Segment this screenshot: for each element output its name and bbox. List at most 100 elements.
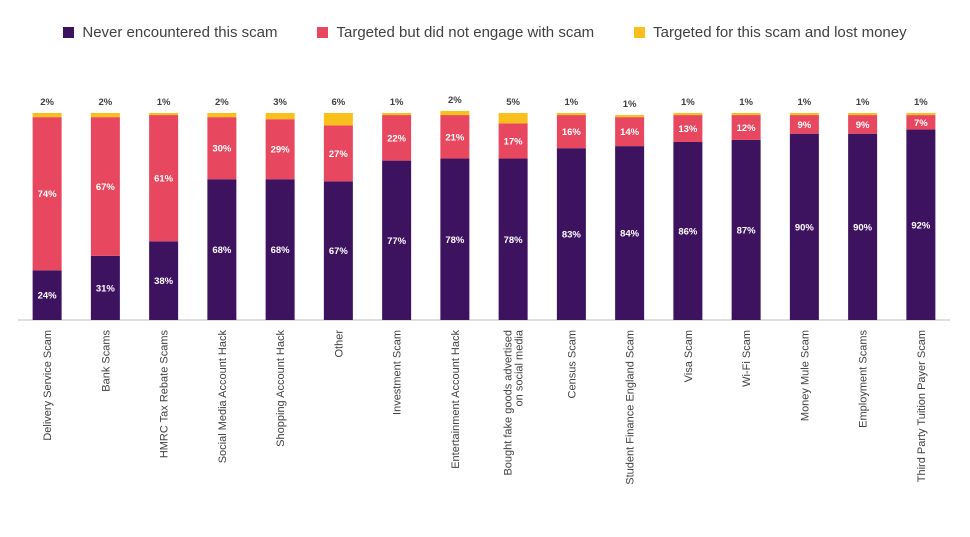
data-label: 1% bbox=[914, 97, 928, 108]
x-tick-label-line: Shopping Account Hack bbox=[275, 330, 287, 447]
x-tick-label: Social Media Account Hack bbox=[217, 330, 229, 464]
data-label: 90% bbox=[795, 222, 815, 233]
legend-item-lost-money: Targeted for this scam and lost money bbox=[634, 24, 907, 41]
x-tick-label-line: Employment Scams bbox=[858, 330, 870, 428]
data-label: 1% bbox=[623, 99, 637, 110]
bar-segment bbox=[265, 179, 295, 320]
data-label: 9% bbox=[798, 120, 812, 131]
bar-segment bbox=[149, 115, 179, 242]
x-tick-label: Other bbox=[333, 330, 345, 358]
bar-segment bbox=[265, 113, 295, 120]
x-tick-label-line: Entertainment Account Hack bbox=[450, 330, 462, 469]
data-label: 78% bbox=[445, 235, 465, 246]
bar-segment bbox=[32, 270, 62, 320]
legend: Never encountered this scam Targeted but… bbox=[0, 24, 970, 41]
x-tick-label-line: Investment Scam bbox=[392, 330, 404, 415]
data-label: 14% bbox=[620, 127, 640, 138]
bar-segment bbox=[323, 125, 353, 182]
data-label: 1% bbox=[157, 97, 171, 108]
x-tick-label-line: Third Party Tuition Payer Scam bbox=[916, 330, 928, 482]
data-label: 87% bbox=[737, 225, 757, 236]
bar-segment bbox=[90, 117, 120, 256]
x-tick-label: Wi-Fi Scam bbox=[741, 330, 753, 387]
bar-segment bbox=[848, 133, 878, 320]
bar-segment bbox=[440, 110, 470, 116]
data-label: 68% bbox=[271, 245, 291, 256]
x-tick-label: Delivery Service Scam bbox=[42, 330, 54, 441]
bar-segment bbox=[731, 115, 761, 140]
legend-label-never: Never encountered this scam bbox=[82, 24, 278, 41]
bar-segment bbox=[149, 241, 179, 320]
x-tick-label: Student Finance England Scam bbox=[625, 330, 637, 485]
x-tick-label-line: Visa Scam bbox=[683, 330, 695, 382]
data-label: 2% bbox=[40, 97, 54, 108]
bar-segment bbox=[556, 148, 586, 320]
legend-item-targeted: Targeted but did not engage with scam bbox=[317, 24, 594, 41]
bar-segment bbox=[556, 115, 586, 149]
bar-segment bbox=[382, 160, 412, 320]
x-tick-label: Money Mule Scam bbox=[799, 330, 811, 421]
data-label: 7% bbox=[914, 118, 928, 129]
legend-label-targeted: Targeted but did not engage with scam bbox=[336, 24, 595, 41]
bar-segment bbox=[440, 115, 470, 159]
x-tick-label-line: Census Scam bbox=[566, 330, 578, 398]
bar-segment bbox=[498, 158, 528, 320]
x-tick-label-line: Bank Scams bbox=[100, 330, 112, 392]
data-label: 9% bbox=[856, 120, 870, 131]
bar-segment bbox=[382, 115, 412, 161]
data-label: 13% bbox=[678, 124, 698, 135]
data-label: 83% bbox=[562, 230, 582, 241]
bar-segment bbox=[906, 129, 936, 320]
data-label: 17% bbox=[504, 136, 524, 147]
bar-segment bbox=[498, 123, 528, 159]
x-tick-label-line: Wi-Fi Scam bbox=[741, 330, 753, 387]
data-label: 2% bbox=[99, 97, 113, 108]
legend-swatch-lost-money bbox=[634, 27, 646, 38]
bar-segment bbox=[32, 117, 62, 271]
data-label: 21% bbox=[445, 132, 465, 143]
data-label: 1% bbox=[856, 97, 870, 108]
bar-segment bbox=[673, 113, 703, 116]
bar-segment bbox=[789, 113, 819, 116]
data-label: 84% bbox=[620, 229, 640, 240]
data-label: 31% bbox=[96, 283, 116, 294]
legend-item-never: Never encountered this scam bbox=[63, 24, 277, 41]
data-label: 67% bbox=[329, 246, 349, 257]
data-label: 27% bbox=[329, 149, 349, 160]
x-tick-label: Employment Scams bbox=[858, 330, 870, 428]
x-tick-label-line: Delivery Service Scam bbox=[42, 330, 54, 441]
bar-segment bbox=[323, 113, 353, 126]
bar-segment bbox=[906, 115, 936, 130]
data-label: 38% bbox=[154, 276, 174, 287]
x-tick-label-line: Bought fake goods advertised bbox=[503, 330, 515, 476]
x-tick-label: HMRC Tax Rebate Scams bbox=[159, 330, 171, 459]
data-label: 16% bbox=[562, 127, 582, 138]
x-tick-label: Visa Scam bbox=[683, 330, 695, 382]
data-label: 1% bbox=[565, 97, 579, 108]
bar-segment bbox=[556, 113, 586, 116]
bar-segment bbox=[731, 113, 761, 116]
bar-segment bbox=[149, 113, 179, 116]
data-label: 5% bbox=[506, 97, 520, 108]
x-tick-label-line: on social media bbox=[514, 329, 526, 406]
bar-segment bbox=[207, 179, 237, 320]
data-label: 12% bbox=[737, 123, 757, 134]
bar-segment bbox=[207, 113, 237, 118]
bar-segment bbox=[498, 113, 528, 124]
bar-segment bbox=[615, 117, 645, 147]
x-tick-label: Entertainment Account Hack bbox=[450, 330, 462, 469]
data-label: 24% bbox=[38, 291, 58, 302]
data-label: 1% bbox=[739, 97, 753, 108]
data-label: 3% bbox=[273, 97, 287, 108]
data-label: 2% bbox=[448, 95, 462, 106]
legend-swatch-never bbox=[63, 27, 75, 38]
bar-segment bbox=[90, 255, 120, 320]
x-tick-label-line: Student Finance England Scam bbox=[625, 330, 637, 485]
bar-segment bbox=[673, 141, 703, 320]
x-tick-label: Investment Scam bbox=[392, 330, 404, 415]
x-tick-label-line: Money Mule Scam bbox=[799, 330, 811, 421]
bar-segment bbox=[615, 146, 645, 320]
data-label: 90% bbox=[853, 222, 873, 233]
